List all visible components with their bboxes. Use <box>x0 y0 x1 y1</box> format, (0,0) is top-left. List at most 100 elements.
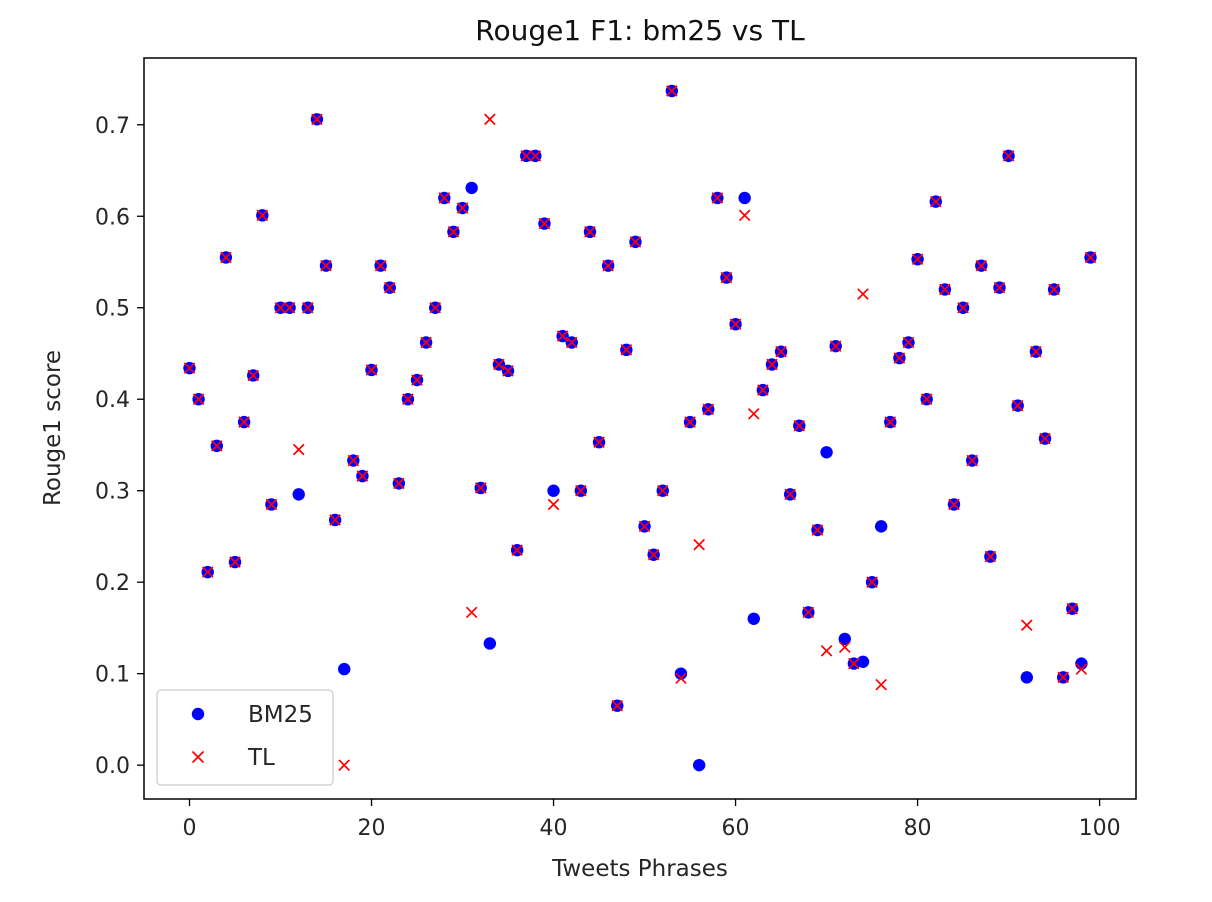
point-tl <box>374 259 387 272</box>
point-tl <box>611 699 624 712</box>
point-tl <box>201 566 214 578</box>
y-tick-label: 0.4 <box>95 388 130 413</box>
point-tl <box>620 344 633 356</box>
x-axis: 0 20 40 60 80 100 <box>183 799 1121 841</box>
point-tl <box>529 150 542 162</box>
y-axis: 0.0 0.1 0.2 0.3 0.4 0.5 0.6 0.7 <box>95 114 144 779</box>
point-tl <box>502 365 514 377</box>
point-tl <box>283 301 296 314</box>
point-bm25 <box>292 488 305 501</box>
point-tl <box>829 340 842 352</box>
x-tick-label: 40 <box>540 816 568 841</box>
point-tl <box>365 364 378 376</box>
y-tick-label: 0.0 <box>95 754 130 779</box>
point-tl <box>1084 251 1097 264</box>
point-tl <box>292 443 305 456</box>
point-tl <box>383 281 396 294</box>
point-tl <box>584 226 596 238</box>
point-tl <box>920 393 933 406</box>
point-tl <box>857 288 869 300</box>
point-tl <box>993 281 1006 294</box>
point-bm25 <box>674 667 688 680</box>
point-tl <box>638 520 651 533</box>
point-tl <box>629 236 642 248</box>
x-tick-label: 0 <box>183 816 197 841</box>
point-tl <box>875 678 887 691</box>
point-tl <box>320 259 332 272</box>
point-tl <box>911 253 924 266</box>
series-bm25 <box>183 84 1097 772</box>
point-tl <box>766 358 778 371</box>
point-tl <box>547 498 560 511</box>
point-tl <box>538 217 551 230</box>
point-tl <box>211 440 223 452</box>
point-tl <box>1057 671 1069 684</box>
legend-marker-tl <box>191 750 205 764</box>
point-tl <box>402 393 414 406</box>
point-tl <box>420 336 432 349</box>
point-tl <box>747 408 760 420</box>
point-tl <box>438 192 451 204</box>
point-tl <box>793 419 806 432</box>
x-tick-label: 20 <box>358 816 386 841</box>
point-tl <box>556 330 569 342</box>
point-bm25 <box>820 446 833 459</box>
point-tl <box>1048 283 1060 296</box>
point-tl <box>602 259 614 272</box>
legend-marker-bm25 <box>191 707 205 721</box>
point-bm25 <box>747 612 760 625</box>
point-bm25 <box>692 758 706 772</box>
point-tl <box>647 548 660 561</box>
legend-label-tl: TL <box>247 745 275 771</box>
point-tl <box>447 226 460 238</box>
point-tl <box>520 150 533 162</box>
y-axis-label: Rouge1 score <box>40 350 66 506</box>
chart-title: Rouge1 F1: bm25 vs TL <box>475 14 805 47</box>
point-tl <box>711 192 724 204</box>
point-tl <box>893 352 906 364</box>
point-tl <box>757 384 769 396</box>
point-tl <box>1030 345 1042 358</box>
point-tl <box>302 301 314 314</box>
point-tl <box>229 556 241 568</box>
point-tl <box>411 374 423 386</box>
point-tl <box>975 259 988 272</box>
point-tl <box>192 393 205 406</box>
point-tl <box>256 209 269 222</box>
point-tl <box>393 477 405 490</box>
point-bm25 <box>738 191 751 205</box>
point-tl <box>1066 602 1079 615</box>
point-tl <box>429 301 442 314</box>
point-tl <box>238 416 250 428</box>
point-tl <box>729 318 742 331</box>
point-tl <box>456 202 469 214</box>
series-tl <box>183 85 1097 771</box>
point-tl <box>511 544 523 556</box>
point-tl <box>265 498 278 511</box>
x-tick-label: 100 <box>1079 816 1121 841</box>
point-tl <box>738 209 751 222</box>
point-tl <box>356 470 369 482</box>
point-tl <box>484 113 496 126</box>
point-bm25 <box>338 662 351 676</box>
point-tl <box>465 606 478 619</box>
point-tl <box>183 362 196 374</box>
x-tick-label: 60 <box>722 816 750 841</box>
point-tl <box>848 657 860 670</box>
point-tl <box>820 644 833 657</box>
point-bm25 <box>1020 671 1033 684</box>
point-tl <box>784 488 796 501</box>
point-tl <box>1002 150 1015 162</box>
point-tl <box>347 454 360 467</box>
plot-frame <box>143 57 1137 800</box>
point-tl <box>838 641 851 653</box>
point-tl <box>775 345 787 358</box>
point-tl <box>474 482 487 494</box>
point-tl <box>666 85 678 97</box>
point-tl <box>493 358 505 371</box>
point-bm25 <box>838 632 851 646</box>
point-tl <box>984 550 997 563</box>
point-bm25 <box>465 181 478 195</box>
point-tl <box>866 576 878 588</box>
point-tl <box>593 436 605 449</box>
